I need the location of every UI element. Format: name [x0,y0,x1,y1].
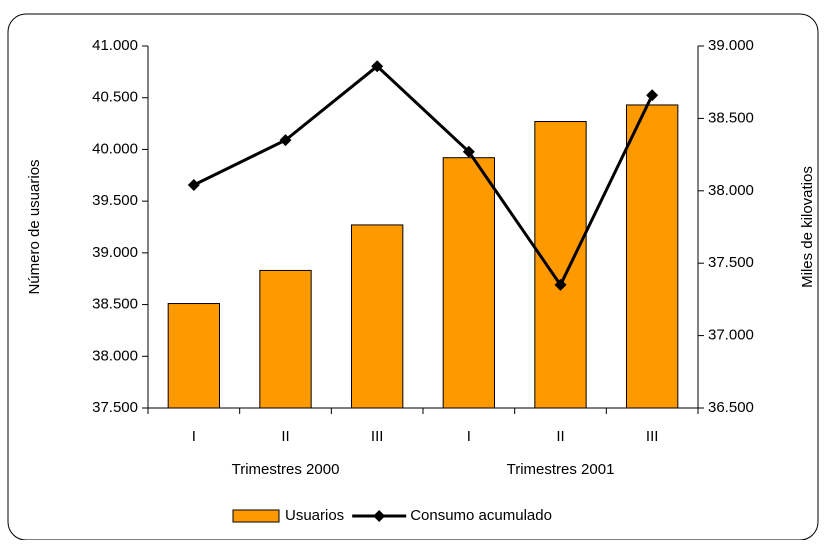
y2-tick-label: 37.000 [708,327,754,344]
y-tick-label: 38.000 [92,347,138,364]
y-tick-label: 40.500 [92,89,138,106]
legend-swatch [232,509,280,523]
x-tick-label: II [281,428,289,445]
line-marker [187,179,200,192]
legend-label: Usuarios [285,507,344,524]
y-axis-label: Número de usuarios [26,159,43,294]
y-tick-label: 37.500 [92,399,138,416]
x-tick-label: I [467,428,471,445]
y2-axis-label: Miles de kilovatios [799,166,816,288]
group-label: Trimestres 2001 [507,461,615,478]
y2-tick-label: 38.500 [708,109,754,126]
bar [534,121,587,409]
bar [167,303,221,409]
line-marker [646,89,659,102]
bar [259,269,312,409]
y-tick-label: 38.500 [92,296,138,313]
line-marker [371,60,384,73]
y2-tick-label: 36.500 [708,399,754,416]
group-label: Trimestres 2000 [232,461,340,478]
legend-label: Consumo acumulado [410,507,552,524]
bar [442,157,495,409]
bar [351,224,404,409]
y2-tick-label: 39.000 [708,37,754,54]
y-tick-label: 41.000 [92,37,138,54]
y-tick-label: 39.500 [92,192,138,209]
y-tick-label: 40.000 [92,140,138,157]
bar [626,104,679,409]
legend-swatch [373,510,386,522]
y2-tick-label: 38.000 [708,182,754,199]
x-tick-label: III [371,428,384,445]
line-marker [279,134,292,147]
x-tick-label: III [646,428,659,445]
line [193,64,654,288]
line-marker [462,145,475,158]
line-marker [554,278,567,291]
x-tick-label: I [192,428,196,445]
x-tick-label: II [556,428,564,445]
y2-tick-label: 37.500 [708,254,754,271]
y-tick-label: 39.000 [92,244,138,261]
